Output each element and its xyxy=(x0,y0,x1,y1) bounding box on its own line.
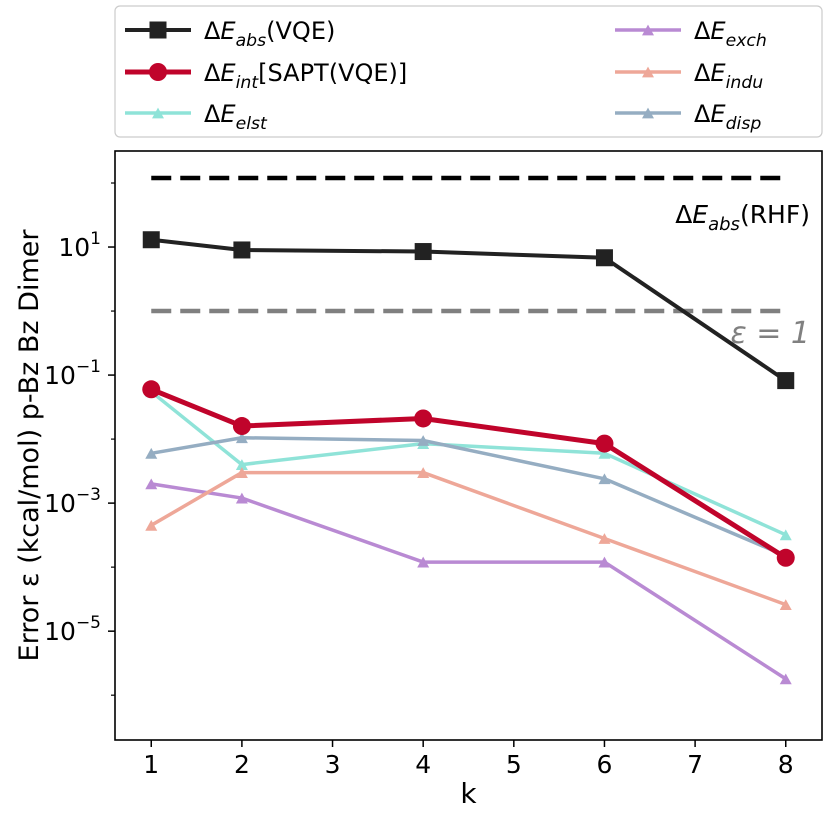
legend-int-label: ΔEint[SAPT(VQE)] xyxy=(204,59,407,93)
series-abs-point xyxy=(414,243,432,261)
legend-indu-marker xyxy=(642,66,654,78)
series-exch-point xyxy=(145,478,158,490)
legend: ΔEabs(VQE) ΔEint[SAPT(VQE)] ΔEelst ΔEexch ΔE… xyxy=(114,5,823,138)
series-elst-point xyxy=(235,459,248,470)
series-exch-point xyxy=(417,556,430,568)
y-axis-label: Error ε (kcal/mol) p-Bz Bz Dimer xyxy=(14,229,45,662)
x-tick-label: 2 xyxy=(234,750,250,779)
series-int-point xyxy=(595,434,614,453)
series-elst-point xyxy=(598,447,611,459)
x-axis-label: k xyxy=(460,777,477,810)
series-abs-point xyxy=(233,241,251,259)
legend-box xyxy=(114,5,823,138)
y-tick-label: 101 xyxy=(58,229,101,262)
series-indu-point xyxy=(145,519,158,531)
y-tick-label: 10−5 xyxy=(44,613,101,646)
plot-area: 1 2 3 4 5 6 7 8 101 10−1 10−3 10−5 k Error ε (kcal/mo… xyxy=(14,150,823,810)
series-int-point xyxy=(776,548,795,567)
legend-elst-marker xyxy=(152,107,164,119)
series-abs-point xyxy=(595,249,613,267)
legend-disp-label: ΔEdisp xyxy=(694,100,761,134)
x-tick-label: 4 xyxy=(415,750,431,779)
series-elst-line xyxy=(149,389,788,537)
ref-eps-label: ε = 1 xyxy=(730,316,810,351)
legend-abs-marker xyxy=(149,21,167,39)
series-abs-point xyxy=(142,231,160,249)
series-exch-point xyxy=(235,492,248,504)
series-disp-point xyxy=(235,432,248,444)
ref-rhf-label: ΔEabs(RHF) xyxy=(675,200,810,235)
legend-int-marker xyxy=(149,63,167,81)
y-tick-label: 10−1 xyxy=(44,357,101,390)
x-tick-label: 5 xyxy=(506,750,522,779)
series-disp-point xyxy=(598,473,611,485)
x-tick-label: 3 xyxy=(325,750,341,779)
plot-frame xyxy=(114,150,823,741)
series-elst-point xyxy=(779,529,792,541)
legend-disp-marker xyxy=(642,107,654,119)
legend-exch-label: ΔEexch xyxy=(694,17,767,51)
series-indu-point xyxy=(417,467,430,478)
legend-indu-label: ΔEindu xyxy=(694,59,763,93)
legend-exch-marker xyxy=(642,24,654,36)
series-exch-point xyxy=(598,556,611,568)
series-exch-point xyxy=(779,673,792,685)
legend-abs-label: ΔEabs(VQE) xyxy=(204,17,335,51)
series-indu-point xyxy=(598,533,611,544)
series-int-point xyxy=(414,409,433,428)
series-exch-line xyxy=(149,482,788,681)
series-abs-point xyxy=(777,372,795,390)
series-int-point xyxy=(142,380,161,399)
y-tick-label: 10−3 xyxy=(44,485,101,518)
x-tick-label: 7 xyxy=(687,750,703,779)
x-tick-label: 1 xyxy=(143,750,159,779)
series-disp-point xyxy=(417,435,430,446)
x-tick-label: 6 xyxy=(597,750,613,779)
x-tick-label: 8 xyxy=(778,750,794,779)
series-int-point xyxy=(232,417,251,436)
series-indu-point xyxy=(235,467,248,478)
legend-elst-label: ΔEelst xyxy=(204,100,268,134)
series-indu-point xyxy=(779,599,792,610)
series-disp-point xyxy=(145,447,158,459)
